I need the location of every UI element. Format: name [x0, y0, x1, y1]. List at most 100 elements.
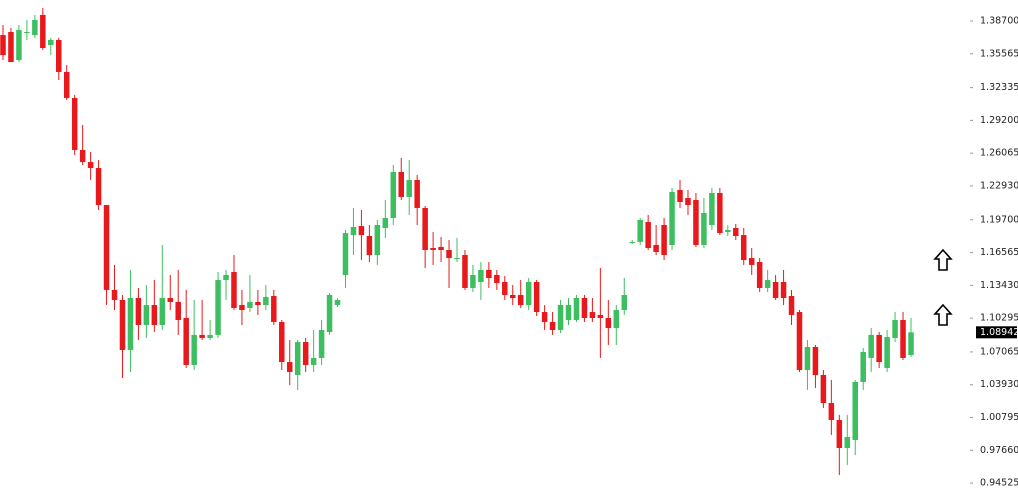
- y-tick-label: 1.26065: [980, 148, 1018, 159]
- candle-body: [852, 382, 858, 440]
- candle-body: [151, 305, 158, 325]
- candle-body: [358, 226, 365, 236]
- candle-body: [685, 198, 691, 206]
- candle-body: [111, 289, 118, 300]
- candle-body: [207, 334, 213, 338]
- candle-body: [892, 319, 898, 338]
- candle-body: [740, 235, 747, 261]
- candle-body: [788, 296, 795, 315]
- candle-body: [836, 419, 843, 449]
- y-tick-label: 1.29200: [980, 115, 1018, 126]
- y-tick-label: 1.07065: [980, 346, 1018, 357]
- candle-body: [390, 171, 397, 218]
- candle-body: [629, 241, 635, 243]
- candle-body: [549, 321, 556, 331]
- y-tick-label: 1.13430: [980, 280, 1018, 291]
- candle-body: [677, 189, 683, 202]
- candle-body: [326, 294, 333, 333]
- candle-body: [382, 217, 389, 229]
- candle-body: [709, 192, 715, 225]
- candle-body: [772, 282, 779, 299]
- candle-body: [24, 32, 30, 34]
- candle-body: [127, 298, 134, 350]
- candle-body: [247, 301, 253, 308]
- candle-body: [16, 30, 22, 61]
- candle-body: [645, 221, 651, 249]
- candle-body: [95, 167, 102, 206]
- candle-body: [183, 317, 189, 365]
- signal-arrow: [933, 248, 953, 326]
- candle-body: [756, 262, 763, 288]
- y-tick-label: 1.35565: [980, 48, 1018, 59]
- last-price-tag: [976, 326, 1017, 339]
- y-tick-label: 1.03930: [980, 379, 1018, 390]
- candle-body: [780, 282, 787, 299]
- candle-body: [820, 374, 827, 404]
- candle-body: [239, 305, 245, 311]
- candle-body: [454, 258, 460, 260]
- candle-body: [533, 282, 540, 313]
- candle-body: [135, 298, 142, 325]
- up-arrow-icon: [933, 303, 953, 326]
- candle-body: [334, 299, 341, 306]
- candle-body: [908, 332, 914, 356]
- candle-body: [844, 437, 851, 449]
- y-tick-label: 1.16565: [980, 247, 1018, 258]
- candle-body: [900, 319, 906, 358]
- candle-body: [733, 228, 739, 236]
- candle-body: [812, 346, 819, 375]
- candle-body: [717, 192, 723, 234]
- candle-body: [255, 301, 261, 306]
- candle-body: [79, 149, 86, 163]
- candle-body: [486, 269, 492, 279]
- candle-body: [581, 298, 588, 318]
- candle-body: [637, 219, 643, 242]
- y-tick-label: 1.00795: [980, 412, 1018, 423]
- candle-body: [725, 230, 731, 233]
- y-tick-label: 1.22930: [980, 180, 1018, 191]
- candle-body: [32, 19, 38, 36]
- candle-body: [231, 271, 237, 308]
- candle-body: [215, 280, 221, 335]
- candle-body: [406, 180, 412, 197]
- candle-body: [342, 233, 349, 275]
- candle-body: [438, 246, 444, 250]
- candle-body: [478, 269, 484, 283]
- candle-body: [40, 14, 46, 49]
- candle-body: [302, 342, 309, 365]
- candle-body: [470, 274, 476, 288]
- candle-body: [613, 310, 620, 329]
- candle-body: [191, 334, 197, 365]
- candle-body: [502, 282, 508, 295]
- candle-body: [350, 226, 357, 236]
- y-tick-label: 0.97660: [980, 445, 1018, 456]
- candle-body: [565, 305, 572, 320]
- candle-body: [366, 235, 373, 256]
- candle-body: [159, 298, 166, 325]
- last-price-label: 1.08942: [980, 327, 1018, 338]
- candle-body: [286, 362, 293, 372]
- candle-body: [828, 403, 835, 420]
- y-tick-label: 1.10295: [980, 313, 1018, 324]
- candle-body: [279, 321, 285, 363]
- candle-body: [422, 207, 428, 250]
- candle-body: [0, 35, 6, 56]
- y-tick-label: 0.94525: [980, 478, 1018, 489]
- candle-body: [462, 255, 468, 288]
- candle-body: [446, 249, 452, 259]
- candle-body: [71, 98, 78, 150]
- candle-body: [263, 296, 269, 306]
- candle-body: [103, 205, 110, 290]
- candle-body: [669, 191, 675, 245]
- candle-body: [589, 312, 596, 318]
- candle-body: [525, 282, 532, 306]
- candle-body: [223, 274, 229, 281]
- up-arrow-icon: [933, 248, 953, 271]
- candle-body: [87, 162, 94, 168]
- candle-body: [876, 334, 882, 363]
- candle-body: [748, 258, 755, 265]
- candle-body: [56, 39, 62, 72]
- candle-body: [796, 312, 803, 370]
